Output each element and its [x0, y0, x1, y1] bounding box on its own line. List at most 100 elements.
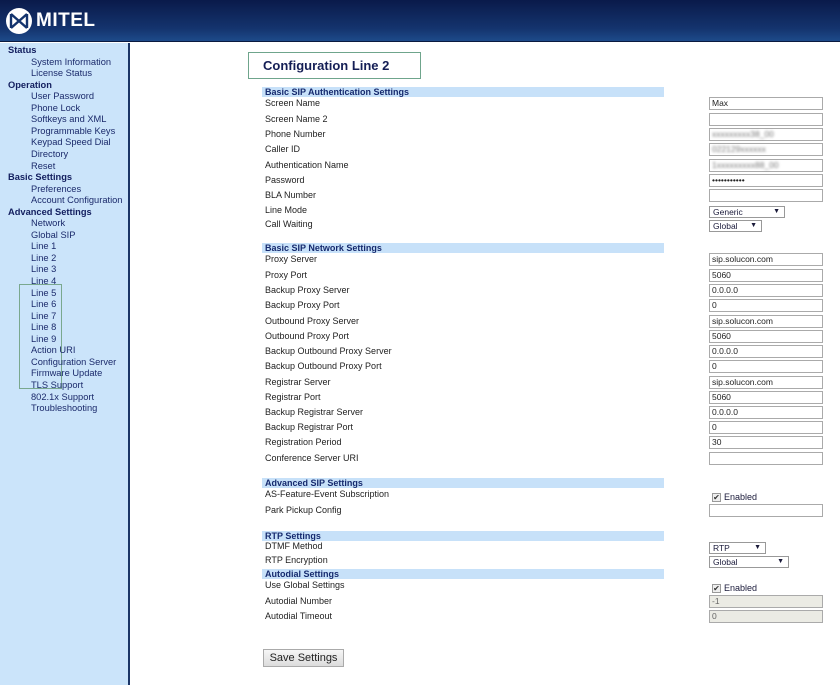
proxy-port-input[interactable]: 5060 [709, 268, 823, 282]
sidebar-item-firmware-update[interactable]: Firmware Update [31, 368, 103, 379]
sidebar-nav: Status System Information License Status Op… [0, 43, 130, 685]
park-pickup-config-input[interactable] [709, 504, 823, 517]
registrar-port-value: 5060 [712, 392, 731, 402]
sidebar-item-user-password[interactable]: User Password [31, 91, 95, 102]
call-waiting-value: Global [713, 221, 738, 231]
screen-name-input[interactable]: Max [709, 97, 823, 110]
sidebar-item-configuration-server[interactable]: Configuration Server [31, 356, 117, 367]
bla-number-label: BLA Number [265, 190, 317, 200]
line-mode-select[interactable]: Generic ▼ [709, 206, 785, 218]
sidebar-item-line-2[interactable]: Line 2 [31, 252, 57, 263]
bla-number-input[interactable] [709, 189, 823, 202]
rtp-encryption-label: RTP Encryption [265, 555, 328, 565]
header-bar: MITEL [0, 0, 840, 42]
sidebar-item-reset[interactable]: Reset [31, 160, 56, 171]
registration-period-label: Registration Period [265, 437, 342, 447]
sidebar-item-preferences[interactable]: Preferences [31, 183, 82, 194]
outbound-proxy-port-label: Outbound Proxy Port [265, 331, 350, 341]
backup-proxy-port-input[interactable]: 0 [709, 299, 823, 312]
section-header: Basic SIP Authentication Settings [262, 87, 664, 97]
sidebar-item-troubleshooting[interactable]: Troubleshooting [31, 403, 98, 414]
dtmf-method-select[interactable]: RTP ▼ [709, 542, 766, 554]
screen-name-value: Max [712, 98, 729, 108]
call-waiting-select[interactable]: Global ▼ [709, 220, 762, 232]
sidebar-item-network[interactable]: Network [31, 218, 66, 229]
registrar-server-input[interactable]: sip.solucon.com [709, 376, 823, 389]
phone-number-value: xxxxxxxxx38_00 [712, 129, 774, 139]
outbound-proxy-server-input[interactable]: sip.solucon.com [709, 314, 823, 328]
screen-name-2-label: Screen Name 2 [265, 113, 328, 124]
chevron-down-icon: ▼ [754, 544, 761, 551]
sidebar-item-global-sip[interactable]: Global SIP [31, 229, 76, 240]
section-header: Advanced SIP Settings [262, 478, 664, 488]
outbound-proxy-port-value: 5060 [712, 331, 731, 341]
as-feature-event-subscription-checkbox[interactable]: ✔ Enabled [712, 492, 757, 502]
rtp-encryption-value: Global [713, 557, 738, 567]
line-mode-value: Generic [713, 207, 743, 217]
backup-registrar-server-input[interactable]: 0.0.0.0 [709, 406, 823, 419]
backup-outbound-proxy-port-input[interactable]: 0 [709, 360, 823, 373]
sidebar-item-keypad-speed-dial[interactable]: Keypad Speed Dial [31, 137, 111, 148]
caller-id-value: 022129xxxxxx [712, 144, 766, 154]
sidebar-item-line-1[interactable]: Line 1 [31, 241, 57, 252]
caller-id-input[interactable]: 022129xxxxxx [709, 143, 823, 156]
backup-registrar-port-value: 0 [712, 422, 717, 432]
password-value: ••••••••••• [712, 175, 745, 185]
autodial-timeout-input[interactable]: 0 [709, 610, 823, 623]
outbound-proxy-server-value: sip.solucon.com [712, 315, 773, 326]
backup-outbound-proxy-server-input[interactable]: 0.0.0.0 [709, 345, 823, 358]
sidebar-item-line-5[interactable]: Line 5 [31, 287, 57, 298]
sidebar-item-action-uri[interactable]: Action URI [31, 345, 76, 356]
checkbox-icon[interactable]: ✔ [712, 583, 721, 593]
checkbox-icon[interactable]: ✔ [712, 492, 721, 502]
sidebar-item-line-3[interactable]: Line 3 [31, 264, 57, 275]
rtp-encryption-select[interactable]: Global ▼ [709, 556, 789, 568]
chevron-down-icon: ▼ [750, 222, 757, 229]
password-input[interactable]: ••••••••••• [709, 174, 823, 187]
screen-name-2-input[interactable] [709, 112, 823, 126]
phone-number-input[interactable]: xxxxxxxxx38_00 [709, 128, 823, 141]
sidebar-item-phone-lock[interactable]: Phone Lock [31, 102, 81, 113]
conference-server-uri-input[interactable] [709, 452, 823, 465]
section-header: Autodial Settings [262, 569, 664, 579]
use-global-settings-checkbox[interactable]: ✔ Enabled [712, 583, 757, 593]
registration-period-value: 30 [712, 437, 722, 447]
sidebar-item-line-4[interactable]: Line 4 [31, 276, 57, 286]
sidebar-item-softkeys-and-xml[interactable]: Softkeys and XML [31, 114, 107, 125]
sidebar-heading: Advanced Settings [8, 206, 92, 217]
backup-registrar-port-label: Backup Registrar Port [265, 422, 354, 432]
save-settings-button[interactable]: Save Settings [263, 649, 344, 667]
call-waiting-label: Call Waiting [265, 219, 313, 229]
sidebar-item-license-status[interactable]: License Status [31, 68, 92, 79]
outbound-proxy-port-input[interactable]: 5060 [709, 330, 823, 343]
proxy-server-input[interactable]: sip.solucon.com [709, 253, 823, 266]
autodial-number-input[interactable]: -1 [709, 595, 823, 608]
authentication-name-label: Authentication Name [265, 159, 349, 170]
authentication-name-input[interactable]: 1xxxxxxxxx88_00 [709, 158, 823, 172]
sidebar-item-system-information[interactable]: System Information [31, 56, 112, 67]
sidebar-item-tls-support[interactable]: TLS Support [31, 379, 84, 390]
dtmf-method-label: DTMF Method [265, 541, 323, 551]
dtmf-method-value: RTP [713, 543, 730, 553]
backup-proxy-server-label: Backup Proxy Server [265, 285, 350, 295]
registrar-port-label: Registrar Port [265, 392, 321, 402]
registration-period-input[interactable]: 30 [709, 436, 823, 449]
sidebar-item-line-8[interactable]: Line 8 [31, 322, 57, 333]
sidebar-item-account-configuration[interactable]: Account Configuration [31, 195, 123, 206]
proxy-server-value: sip.solucon.com [712, 254, 773, 264]
sidebar-item-line-9[interactable]: Line 9 [31, 333, 57, 344]
mitel-logo: MITEL [6, 8, 96, 34]
section-header: Basic SIP Network Settings [262, 243, 664, 253]
sidebar-item-line-6[interactable]: Line 6 [31, 299, 57, 310]
registrar-port-input[interactable]: 5060 [709, 391, 823, 404]
sidebar-item-802-1x-support[interactable]: 802.1x Support [31, 391, 95, 402]
backup-outbound-proxy-port-value: 0 [712, 361, 717, 371]
backup-proxy-server-input[interactable]: 0.0.0.0 [709, 284, 823, 297]
backup-registrar-port-input[interactable]: 0 [709, 421, 823, 434]
chevron-down-icon: ▼ [777, 558, 784, 565]
line-group-highlight [19, 284, 62, 389]
sidebar-item-programmable-keys[interactable]: Programmable Keys [31, 125, 116, 136]
sidebar-item-directory[interactable]: Directory [31, 148, 69, 159]
autodial-number-value: -1 [712, 596, 720, 606]
sidebar-item-line-7[interactable]: Line 7 [31, 310, 57, 321]
